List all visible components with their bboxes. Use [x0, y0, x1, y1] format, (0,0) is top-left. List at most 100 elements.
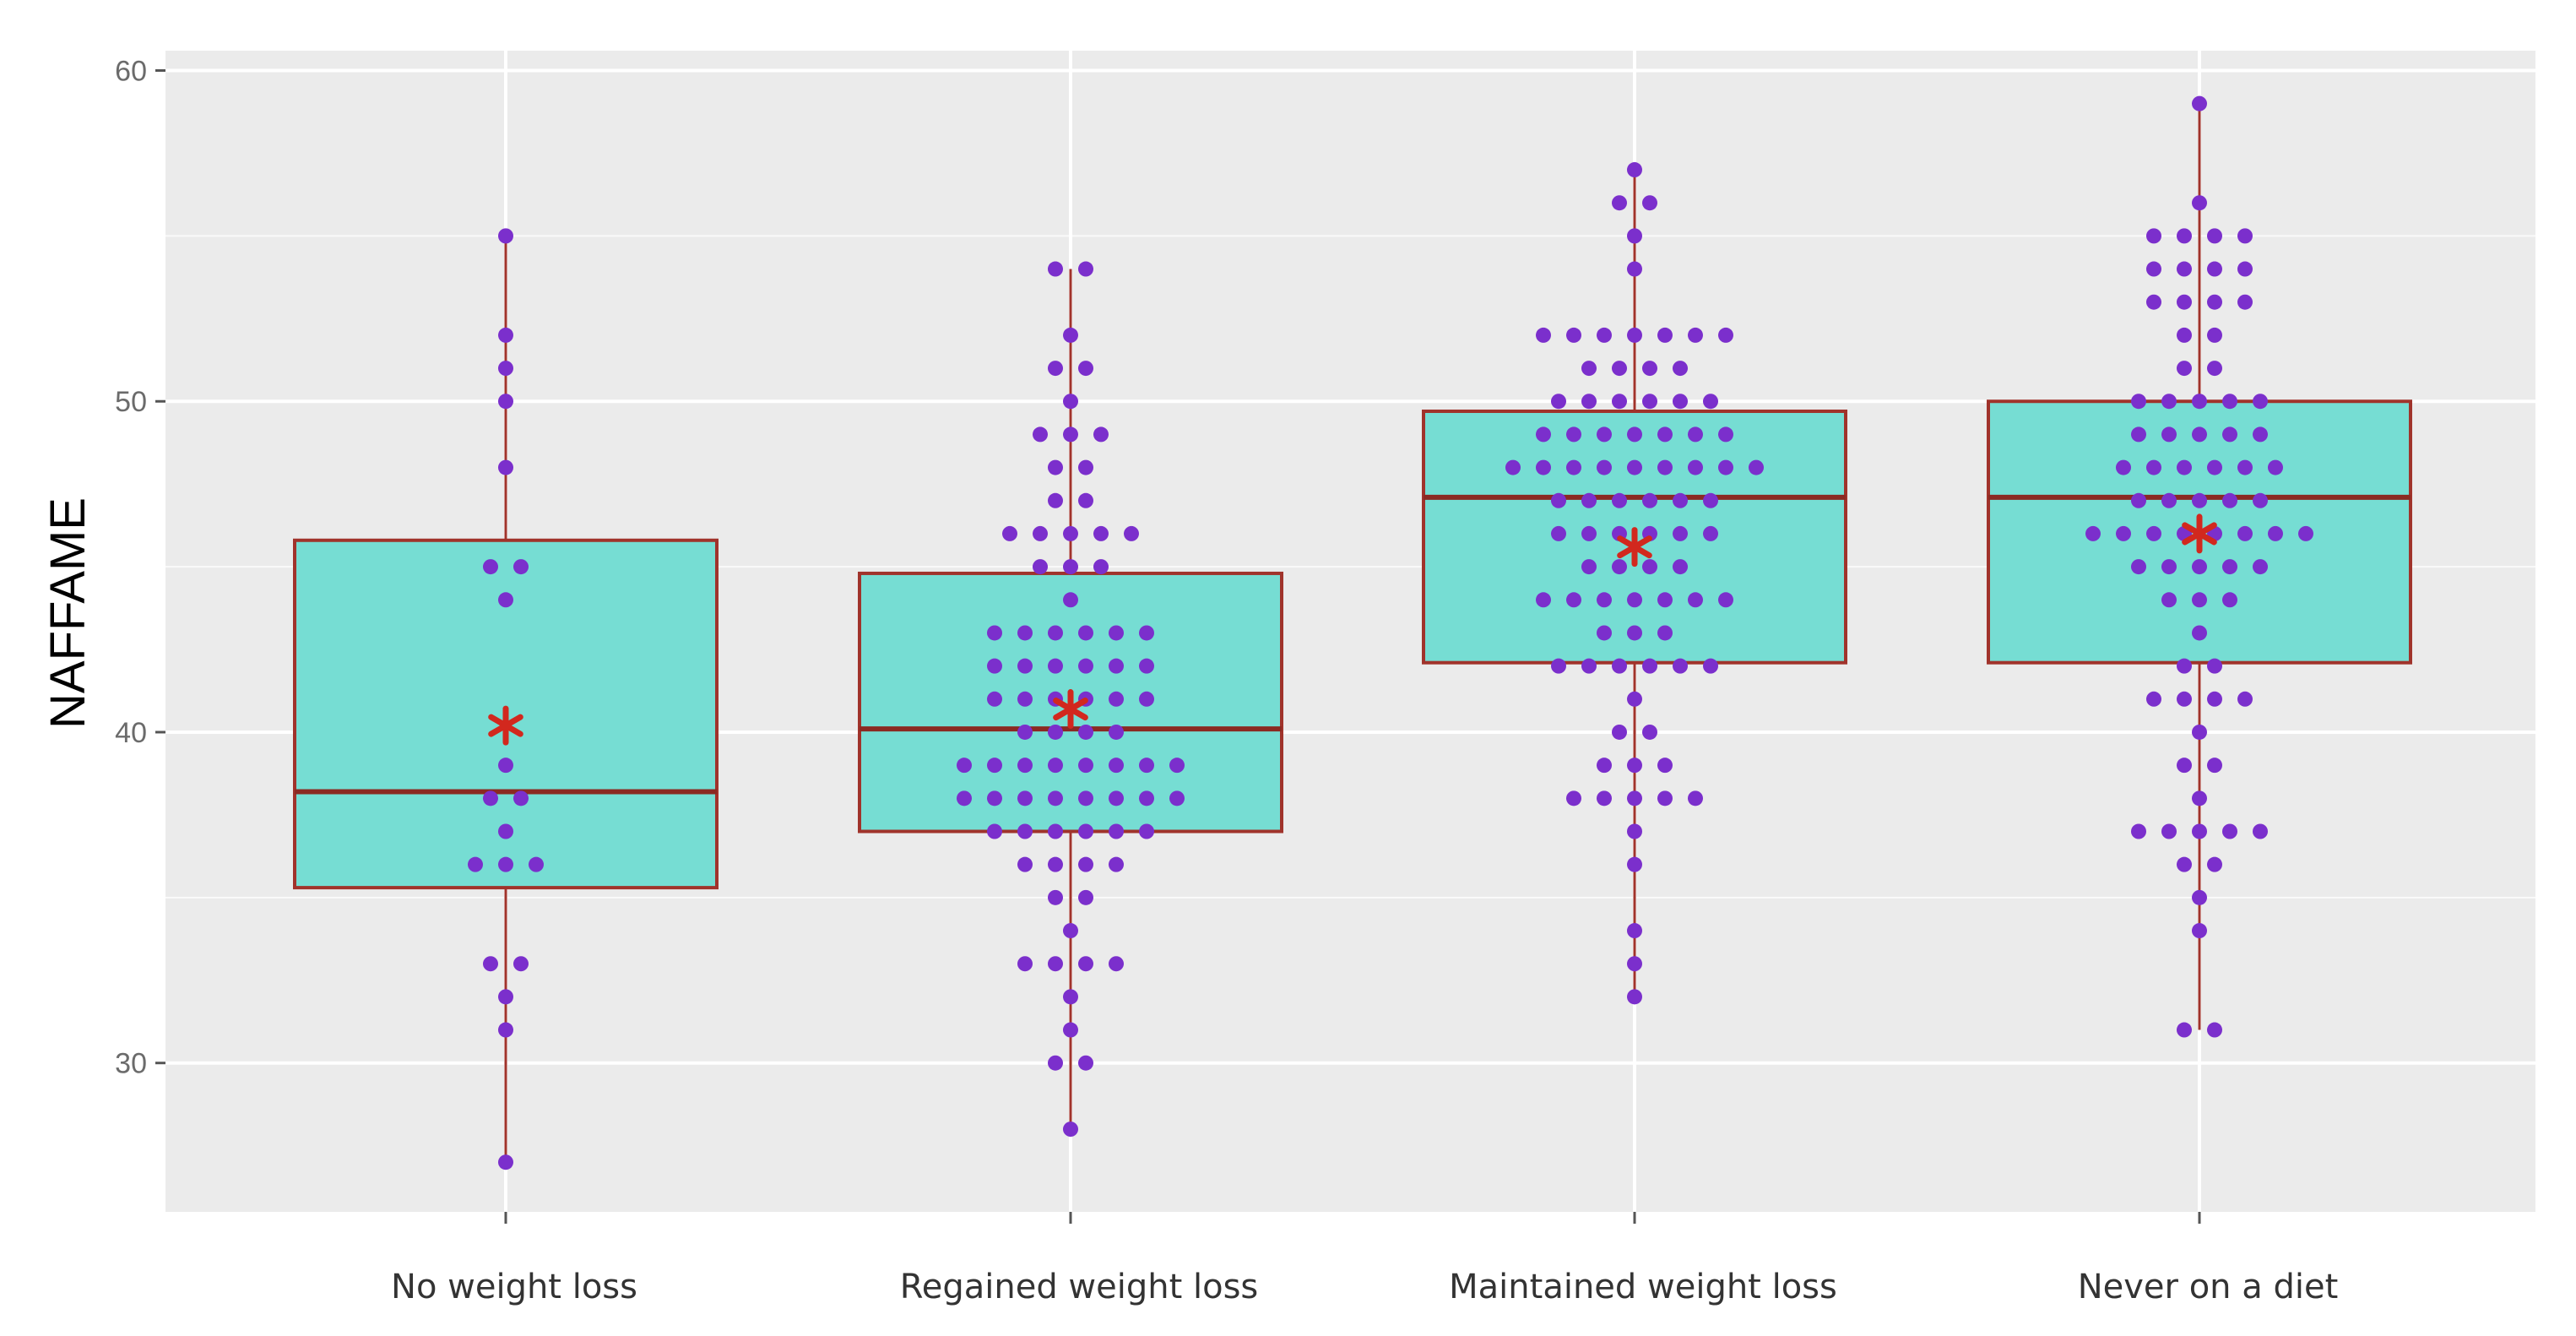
data-dot [1612, 394, 1627, 410]
data-dot [2253, 394, 2268, 410]
data-dot [2177, 658, 2192, 674]
data-dot [498, 823, 513, 839]
data-dot [1139, 823, 1154, 839]
data-dot [1749, 459, 1764, 475]
x-tick-label: Regained weight loss [900, 1268, 1259, 1306]
axes: 30 40 50 60 No weight loss Regained weight lo… [115, 56, 2338, 1306]
data-dot [2192, 625, 2207, 641]
data-dot [1048, 361, 1063, 377]
data-dot [1048, 459, 1063, 475]
data-dot [1612, 658, 1627, 674]
data-dot [1078, 758, 1093, 774]
data-dot [1597, 592, 1612, 608]
data-dot [1566, 592, 1581, 608]
data-dot [1078, 492, 1093, 508]
data-dot [483, 790, 498, 806]
data-dot [1642, 559, 1657, 575]
data-dot [2192, 790, 2207, 806]
data-dot [498, 394, 513, 410]
data-dot [1048, 790, 1063, 806]
data-dot [1017, 658, 1033, 674]
data-dot [1597, 426, 1612, 443]
data-dot [1505, 459, 1521, 475]
data-dot [1033, 559, 1048, 575]
data-dot [1597, 625, 1612, 641]
data-dot [2222, 823, 2237, 839]
data-dot [1627, 228, 1642, 244]
data-dot [1673, 492, 1688, 508]
data-dot [1169, 758, 1185, 774]
data-dot [1627, 758, 1642, 774]
data-dot [987, 790, 1002, 806]
data-dot [2177, 327, 2192, 343]
data-dot [498, 856, 513, 872]
data-dot [2222, 492, 2237, 508]
data-dot [2253, 823, 2268, 839]
mean-star [2182, 513, 2217, 554]
data-dot [2207, 459, 2222, 475]
data-dot [1627, 459, 1642, 475]
data-dot [1063, 989, 1078, 1005]
data-dot [2161, 823, 2177, 839]
data-dot [1078, 361, 1093, 377]
data-dot [1581, 559, 1597, 575]
data-dot [2207, 658, 2222, 674]
data-dot [2177, 459, 2192, 475]
data-dot [1688, 426, 1703, 443]
y-tick-label: 40 [115, 717, 147, 749]
data-dot [1627, 625, 1642, 641]
data-dot [1109, 956, 1124, 972]
data-dot [2237, 691, 2253, 707]
mean-star [1617, 527, 1652, 568]
data-dot [2131, 823, 2146, 839]
data-dot [1627, 956, 1642, 972]
data-dot [1597, 459, 1612, 475]
data-dot [1017, 758, 1033, 774]
data-dot [2146, 294, 2161, 310]
data-dot [1017, 856, 1033, 872]
data-dot [1109, 658, 1124, 674]
data-dot [1139, 625, 1154, 641]
data-dot [1048, 724, 1063, 740]
data-dot [1139, 790, 1154, 806]
data-dot [1642, 361, 1657, 377]
data-dot [2207, 361, 2222, 377]
data-dot [2131, 559, 2146, 575]
data-dot [2146, 261, 2161, 277]
data-dot [1048, 956, 1063, 972]
mean-star [1053, 689, 1088, 730]
data-dot [1078, 889, 1093, 905]
data-dot [957, 790, 972, 806]
data-dot [1063, 525, 1078, 541]
data-dot [1017, 691, 1033, 707]
data-dot [1002, 525, 1017, 541]
data-dot [1063, 592, 1078, 608]
data-dot [1642, 195, 1657, 211]
data-dot [2192, 923, 2207, 939]
data-dot [1536, 592, 1551, 608]
data-dot [2207, 758, 2222, 774]
data-dot [1642, 492, 1657, 508]
data-dot [1048, 261, 1063, 277]
data-dot [2192, 592, 2207, 608]
data-dot [1612, 492, 1627, 508]
data-dot [987, 658, 1002, 674]
data-dot [2222, 426, 2237, 443]
data-dot [2253, 559, 2268, 575]
data-dot [498, 758, 513, 774]
data-dot [2177, 691, 2192, 707]
data-dot [1597, 790, 1612, 806]
data-dot [1657, 592, 1673, 608]
x-tick-label: Maintained weight loss [1449, 1268, 1837, 1306]
data-dot [2207, 856, 2222, 872]
data-dot [1078, 261, 1093, 277]
data-dot [1139, 691, 1154, 707]
data-dot [2237, 525, 2253, 541]
data-dot [1627, 592, 1642, 608]
data-dot [1627, 989, 1642, 1005]
data-dot [1078, 856, 1093, 872]
data-dot [498, 327, 513, 343]
data-dot [529, 856, 544, 872]
data-dot [1078, 724, 1093, 740]
data-dot [1566, 426, 1581, 443]
